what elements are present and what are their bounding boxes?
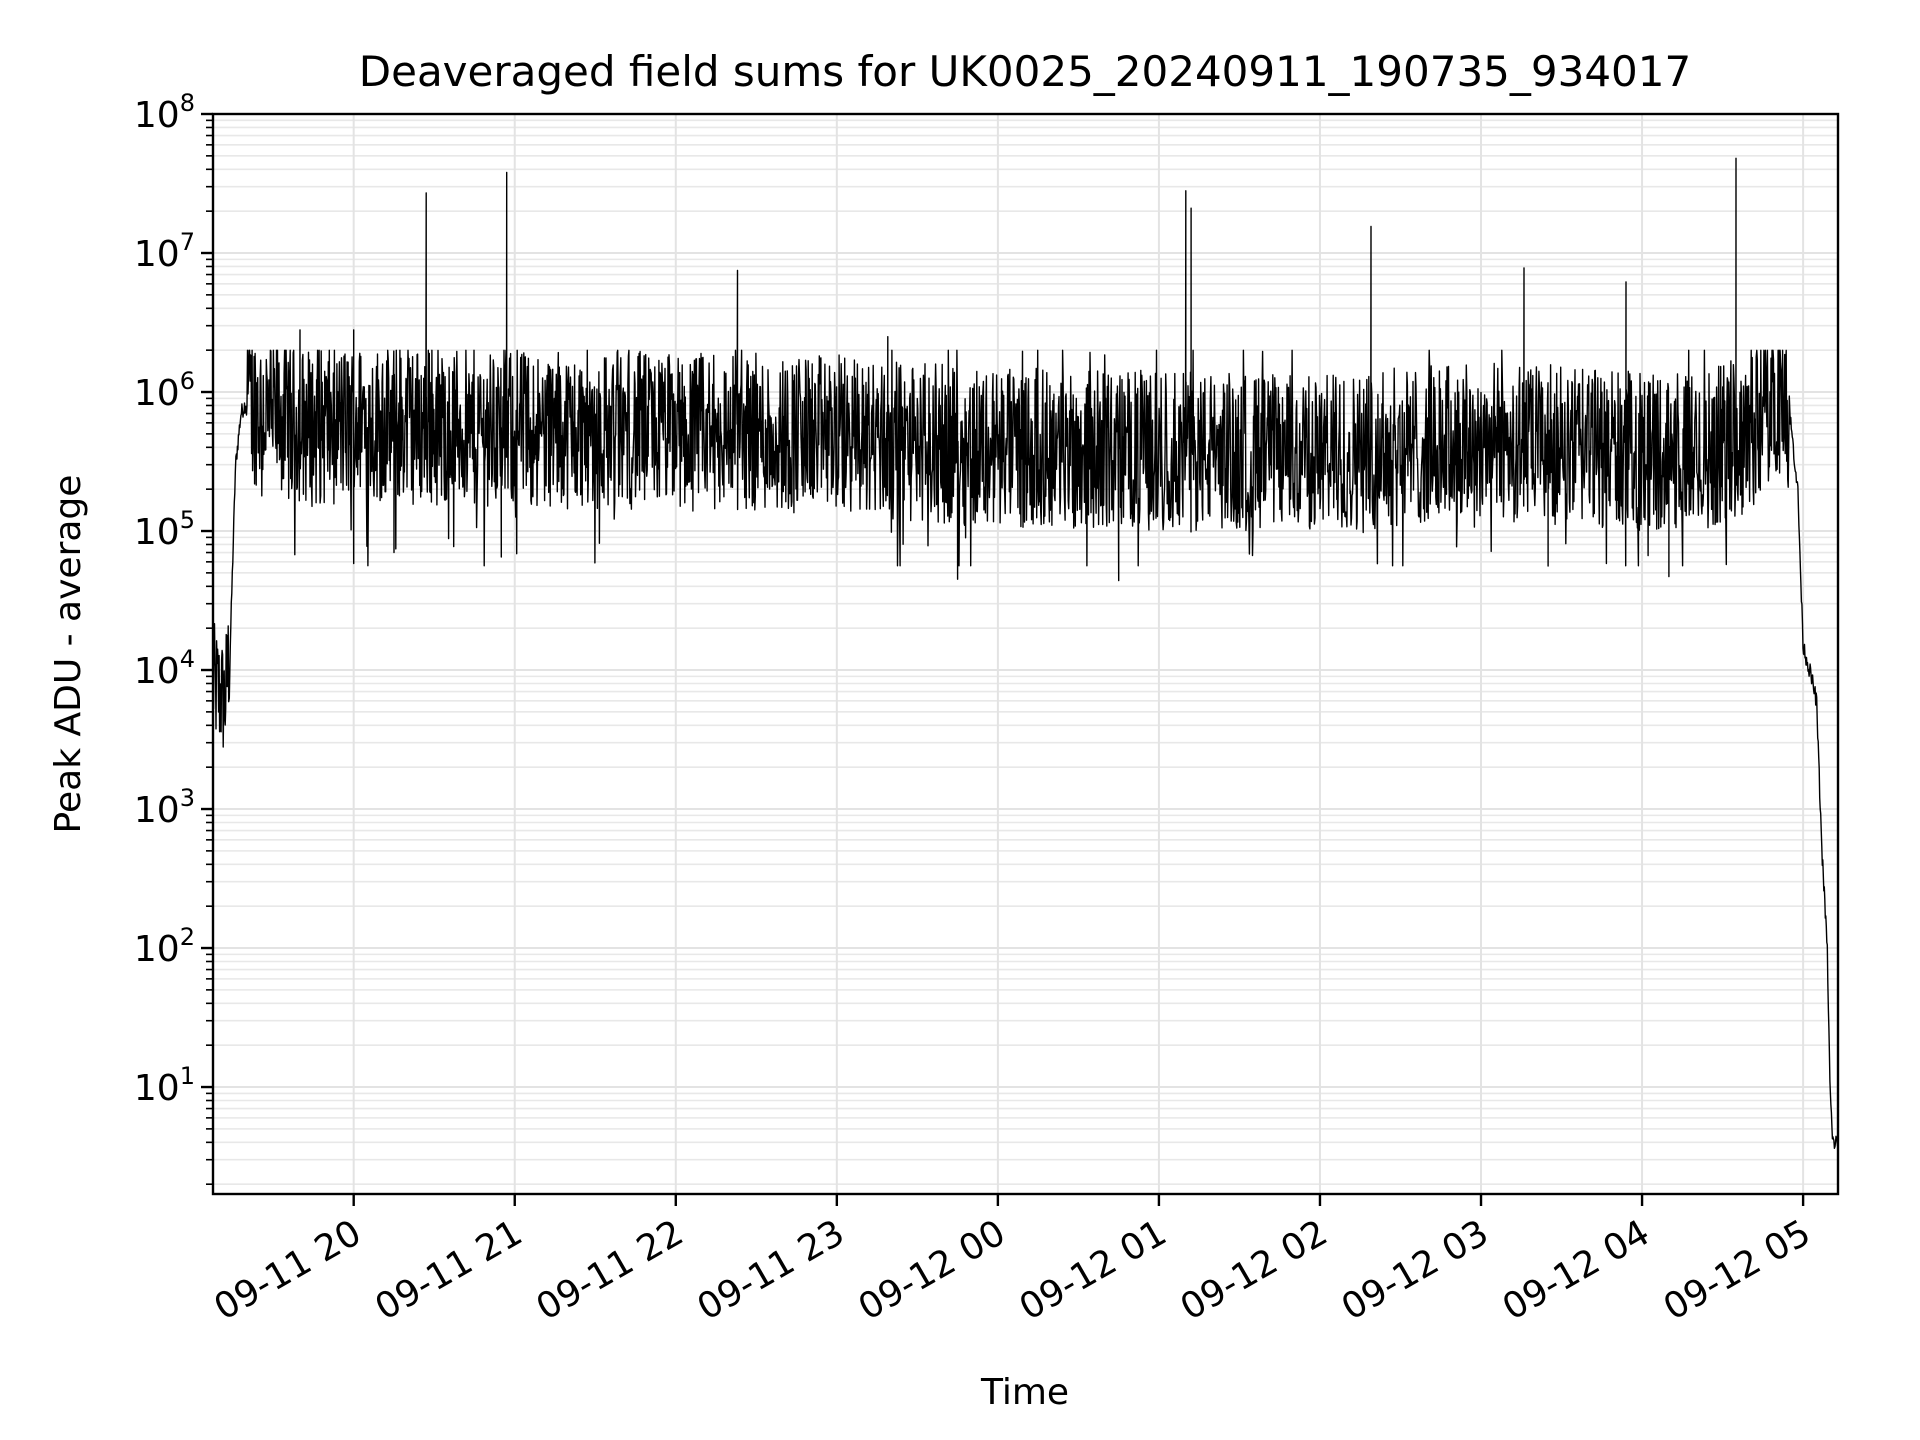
y-axis-label: Peak ADU - average <box>48 475 89 834</box>
x-axis-label: Time <box>980 1372 1069 1413</box>
y-tick-label: 102 <box>134 923 195 970</box>
y-tick-label: 104 <box>134 645 195 692</box>
y-tick-label: 101 <box>134 1062 195 1109</box>
series-line <box>213 157 1838 1149</box>
y-tick-label: 108 <box>134 89 195 136</box>
y-tick-label: 107 <box>134 228 195 275</box>
chart-title: Deaveraged field sums for UK0025_2024091… <box>359 47 1691 96</box>
series-layer <box>213 157 1838 1149</box>
y-tick-label: 105 <box>134 506 195 553</box>
y-tick-label: 103 <box>134 784 195 831</box>
y-tick-label: 106 <box>134 367 195 414</box>
plot-frame <box>211 112 1840 1196</box>
